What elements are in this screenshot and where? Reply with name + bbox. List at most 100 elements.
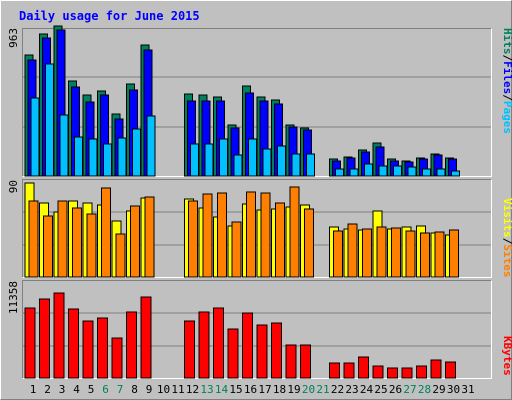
day-label-25: 25	[374, 383, 387, 396]
visits-sites-bar-day-23	[347, 223, 358, 278]
hits-pages-bar-day-8	[132, 128, 141, 177]
hits-pages-bar-day-5	[88, 138, 98, 177]
hits-pages-bar-day-22	[335, 168, 344, 177]
visits-sites-bar-day-25	[376, 226, 387, 278]
visits-sites-bar-day-2	[43, 215, 53, 278]
chart-title: Daily usage for June 2015	[19, 9, 200, 23]
day-label-16: 16	[244, 383, 257, 396]
visits-sites-bar-day-28	[420, 232, 430, 278]
hits-pages-bar-day-6	[103, 143, 112, 177]
hits-pages-bar-day-17	[262, 148, 272, 177]
visits-sites-bar-day-1	[28, 200, 39, 278]
kbytes-kbytes-bar-day-16	[242, 312, 253, 379]
day-label-20: 20	[302, 383, 315, 396]
hits-pages-bar-day-26	[393, 165, 402, 177]
day-label-22: 22	[331, 383, 344, 396]
kbytes-kbytes-bar-day-6	[97, 317, 108, 379]
hits-pages-bar-day-9	[146, 115, 156, 177]
visits-sites-bar-day-29	[434, 231, 445, 278]
visits-sites-bar-day-9	[144, 196, 155, 278]
hits-pages-bar-day-25	[378, 165, 388, 177]
kbytes-kbytes-bar-day-23	[343, 362, 355, 379]
hits-pages-bar-day-27	[407, 166, 417, 177]
kbytes-kbytes-bar-day-13	[198, 311, 210, 379]
day-label-3: 3	[59, 383, 66, 396]
hits-ymax-label: 963	[7, 28, 20, 48]
kbytes-kbytes-bar-day-17	[256, 324, 268, 379]
hits-pages-bar-day-1	[30, 97, 40, 177]
day-label-29: 29	[432, 383, 445, 396]
day-label-21: 21	[316, 383, 329, 396]
kbytes-kbytes-bar-day-8	[126, 311, 137, 379]
day-label-1: 1	[30, 383, 37, 396]
day-label-2: 2	[44, 383, 51, 396]
kbytes-kbytes-bar-day-1	[24, 307, 36, 379]
panel-hits	[22, 25, 492, 177]
hits-pages-bar-day-28	[422, 168, 431, 177]
visits-sites-bar-day-24	[362, 228, 372, 278]
kbytes-kbytes-bar-day-26	[387, 367, 398, 379]
day-label-4: 4	[73, 383, 80, 396]
visits-sites-bar-day-14	[217, 192, 227, 278]
day-label-17: 17	[258, 383, 271, 396]
kbytes-kbytes-bar-day-22	[329, 362, 340, 379]
kbytes-kbytes-bar-day-25	[372, 365, 384, 379]
hits-pages-bar-day-16	[248, 138, 257, 177]
legend-visits: Visits	[501, 198, 512, 238]
day-label-13: 13	[200, 383, 213, 396]
visits-sites-bar-day-8	[130, 205, 140, 278]
hits-pages-bar-day-2	[45, 63, 54, 177]
visits-sites-bar-day-7	[115, 233, 126, 278]
visits-sites-bar-day-4	[72, 207, 82, 278]
hits-pages-bar-day-12	[190, 143, 199, 177]
hits-pages-bar-day-20	[306, 153, 315, 177]
visits-sites-bar-day-30	[449, 229, 459, 278]
visits-sites-bar-day-20	[304, 208, 314, 278]
visits-sites-bar-day-16	[246, 191, 256, 278]
day-label-30: 30	[447, 383, 460, 396]
day-label-18: 18	[273, 383, 286, 396]
panel-kbytes	[22, 280, 492, 379]
visits-sites-bar-day-17	[260, 192, 271, 278]
visits-sites-bar-day-3	[57, 200, 68, 278]
hits-pages-bar-day-18	[277, 145, 286, 177]
kbytes-kbytes-bar-day-27	[401, 367, 413, 379]
visits-sites-bar-day-12	[188, 200, 198, 278]
day-label-12: 12	[186, 383, 199, 396]
day-label-31: 31	[461, 383, 474, 396]
kbytes-kbytes-bar-day-3	[53, 292, 65, 379]
day-label-19: 19	[287, 383, 300, 396]
kbytes-kbytes-bar-day-4	[68, 308, 79, 379]
visits-sites-bar-day-13	[202, 193, 213, 278]
day-label-5: 5	[88, 383, 95, 396]
hits-pages-bar-day-14	[219, 138, 228, 177]
visits-ymax-label: 90	[7, 180, 20, 193]
hits-pages-bar-day-15	[233, 154, 243, 177]
hits-pages-bar-day-19	[291, 153, 301, 177]
day-label-14: 14	[215, 383, 229, 396]
kbytes-kbytes-bar-day-30	[445, 361, 456, 379]
kbytes-kbytes-bar-day-20	[300, 344, 311, 379]
legend-hits-files-pages: Hits/Files/Pages	[501, 28, 512, 134]
legend-hits: Hits	[501, 28, 512, 55]
panel-visits	[22, 179, 492, 278]
legend-pages: Pages	[501, 101, 512, 134]
day-label-15: 15	[229, 383, 242, 396]
kbytes-kbytes-bar-day-7	[111, 337, 123, 379]
visits-sites-bar-day-22	[333, 230, 343, 278]
visits-sites-bar-day-19	[289, 186, 300, 278]
hits-pages-bar-day-23	[349, 168, 359, 177]
hits-pages-bar-day-3	[59, 114, 69, 177]
kbytes-kbytes-bar-day-18	[271, 322, 282, 379]
legend-kbytes: KBytes	[501, 336, 512, 376]
day-label-7: 7	[117, 383, 124, 396]
day-label-8: 8	[131, 383, 138, 396]
kbytes-kbytes-bar-day-12	[184, 320, 195, 379]
visits-sites-bar-day-18	[275, 202, 285, 278]
kbytes-kbytes-bar-day-2	[39, 298, 50, 379]
kbytes-kbytes-bar-day-24	[358, 356, 369, 379]
day-label-26: 26	[389, 383, 402, 396]
day-label-9: 9	[146, 383, 153, 396]
day-label-10: 10	[157, 383, 170, 396]
